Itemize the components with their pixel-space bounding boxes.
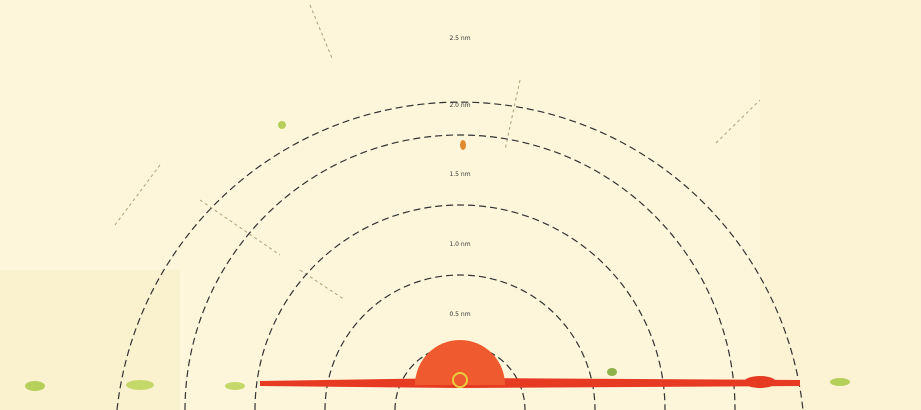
- range-label: 2.5 nm: [449, 35, 470, 42]
- echo: [607, 368, 617, 376]
- returns: [25, 121, 850, 391]
- range-label: 1.0 nm: [449, 241, 470, 248]
- center-return: [415, 340, 505, 385]
- range-labels: 0.5 nm 1.0 nm 1.5 nm 2.0 nm 2.5 nm: [449, 35, 470, 318]
- range-label: 1.5 nm: [449, 171, 470, 178]
- range-label: 0.5 nm: [449, 311, 470, 318]
- echo: [744, 376, 776, 388]
- echo: [126, 380, 154, 390]
- range-ring: [324, 274, 596, 410]
- echo: [225, 382, 245, 390]
- clutter-line: [114, 164, 161, 226]
- echo: [460, 140, 466, 150]
- range-label: 2.0 nm: [449, 102, 470, 109]
- clutter-line: [199, 199, 281, 256]
- background-patch: [760, 0, 921, 410]
- echo: [25, 381, 45, 391]
- echo: [278, 121, 286, 129]
- range-rings: [116, 101, 804, 410]
- center-marker: [452, 372, 468, 388]
- range-ring: [184, 134, 736, 410]
- clutter-line: [715, 99, 761, 144]
- clutter-lines: [114, 4, 761, 301]
- surface-return: [260, 378, 800, 388]
- range-ring: [116, 101, 804, 410]
- range-ring: [254, 204, 666, 410]
- echo: [830, 378, 850, 386]
